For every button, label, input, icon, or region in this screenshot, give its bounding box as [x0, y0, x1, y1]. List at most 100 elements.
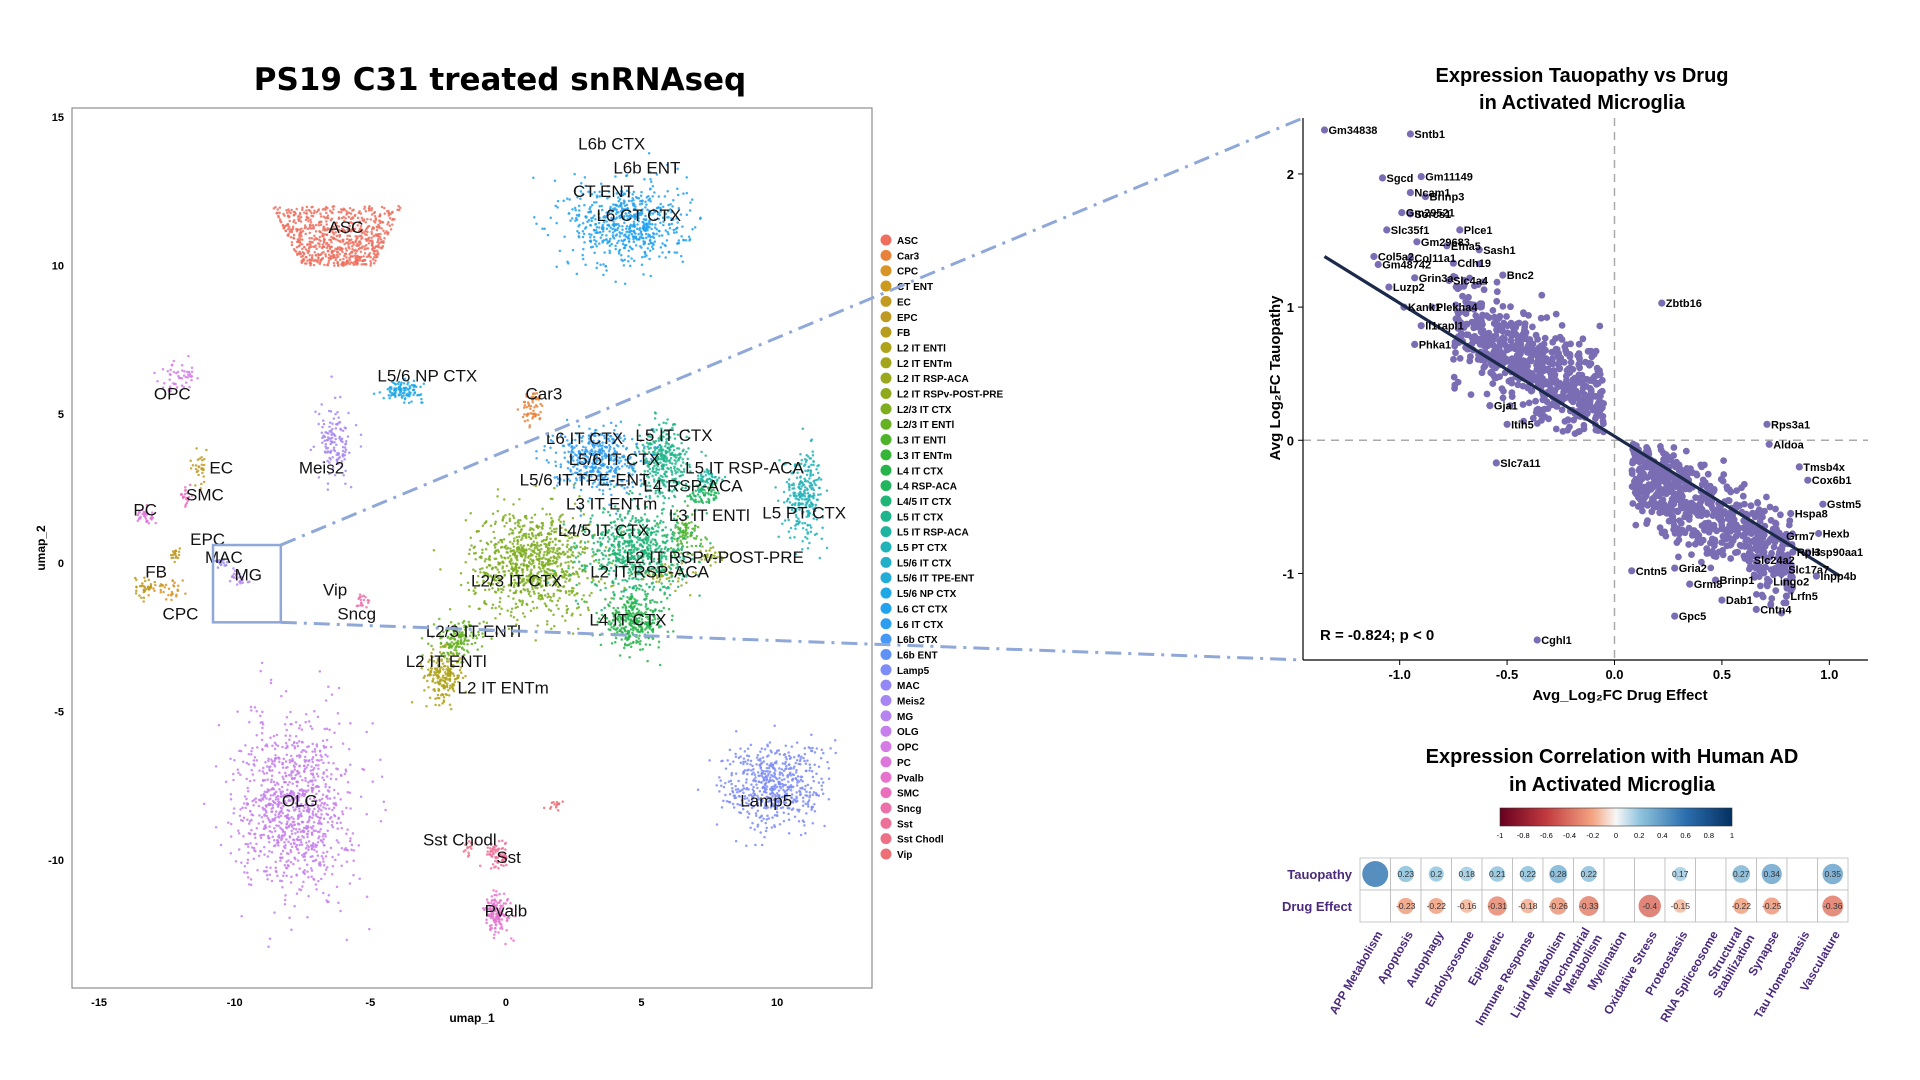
umap-point — [326, 214, 330, 217]
umap-point — [173, 560, 176, 564]
umap-point — [446, 682, 449, 685]
umap-point — [639, 584, 643, 588]
umap-point — [662, 520, 665, 524]
umap-point — [344, 241, 348, 244]
umap-point — [358, 255, 361, 259]
umap-point — [408, 386, 412, 390]
umap-point — [687, 235, 691, 239]
umap-point — [301, 243, 304, 246]
umap-cluster-l2-3-it-ctx — [432, 483, 647, 642]
umap-point — [562, 576, 566, 579]
umap-point — [343, 252, 347, 255]
umap-point — [298, 217, 301, 221]
umap-point — [663, 591, 667, 594]
umap-point — [308, 226, 311, 229]
umap-point — [329, 245, 332, 249]
umap-point — [544, 538, 548, 542]
umap-point — [491, 512, 495, 515]
umap-point — [599, 588, 602, 592]
umap-point — [551, 575, 555, 579]
umap-point — [557, 518, 561, 522]
umap-point — [309, 220, 313, 224]
umap-point — [710, 553, 714, 557]
umap-point — [591, 216, 595, 219]
umap-point — [630, 229, 633, 233]
umap-point — [348, 239, 351, 243]
umap-point — [457, 645, 460, 649]
umap-point — [303, 262, 307, 265]
umap-point — [468, 605, 471, 608]
umap-point — [531, 415, 535, 419]
umap-point — [623, 244, 627, 247]
umap-point — [459, 583, 463, 587]
umap-point — [376, 252, 380, 256]
umap-point — [290, 241, 294, 244]
umap-point — [634, 584, 638, 588]
umap-point — [197, 473, 200, 477]
umap-point — [421, 401, 424, 404]
umap-point — [699, 216, 702, 219]
umap-point — [372, 211, 376, 215]
umap-point — [341, 250, 344, 254]
umap-point — [600, 233, 604, 237]
umap-point — [652, 543, 655, 546]
umap-point — [670, 469, 673, 472]
umap-point — [630, 232, 634, 236]
umap-point — [583, 541, 587, 544]
umap-point — [517, 531, 521, 534]
umap-point — [491, 586, 494, 590]
umap-point — [532, 566, 536, 569]
umap-point — [654, 412, 657, 415]
umap-point — [514, 606, 517, 609]
umap-point — [341, 260, 344, 264]
umap-point — [572, 531, 576, 535]
umap-point — [563, 553, 566, 556]
umap-point — [532, 409, 535, 413]
umap-point — [639, 629, 643, 633]
umap-point — [659, 519, 663, 523]
umap-point — [627, 249, 630, 252]
umap-point — [494, 557, 498, 560]
umap-point — [470, 642, 474, 646]
umap-point — [300, 231, 303, 234]
umap-point — [723, 551, 726, 554]
umap-point — [658, 255, 661, 258]
umap-point — [575, 571, 579, 574]
umap-point — [777, 535, 780, 539]
umap-point — [377, 243, 380, 247]
umap-point — [576, 591, 579, 595]
umap-point — [575, 583, 578, 587]
umap-point — [794, 527, 797, 530]
umap-point — [427, 668, 430, 671]
umap-point — [522, 559, 526, 562]
umap-point — [579, 553, 582, 556]
umap-point — [533, 546, 537, 550]
umap-point — [349, 261, 353, 264]
umap-point — [372, 252, 376, 255]
umap-point — [663, 195, 667, 198]
umap-point — [509, 547, 512, 550]
umap-point — [662, 501, 665, 505]
umap-point — [480, 645, 484, 648]
umap-point — [318, 235, 322, 239]
umap-point — [374, 259, 377, 262]
umap-point — [314, 223, 318, 227]
umap-point — [535, 392, 539, 395]
umap-point — [389, 391, 392, 394]
umap-point — [501, 519, 504, 522]
umap-point — [596, 261, 599, 265]
umap-point — [547, 461, 550, 464]
umap-point — [643, 598, 646, 601]
umap-point — [657, 229, 661, 233]
umap-point — [370, 207, 374, 210]
umap-point — [434, 697, 437, 701]
umap-point — [442, 668, 445, 671]
umap-point — [563, 451, 566, 454]
umap-point — [499, 539, 503, 542]
umap-point — [680, 535, 684, 538]
umap-point — [788, 536, 792, 540]
umap-point — [496, 495, 499, 498]
umap-point — [512, 537, 516, 540]
umap-point — [602, 557, 605, 560]
umap-point — [668, 226, 672, 230]
